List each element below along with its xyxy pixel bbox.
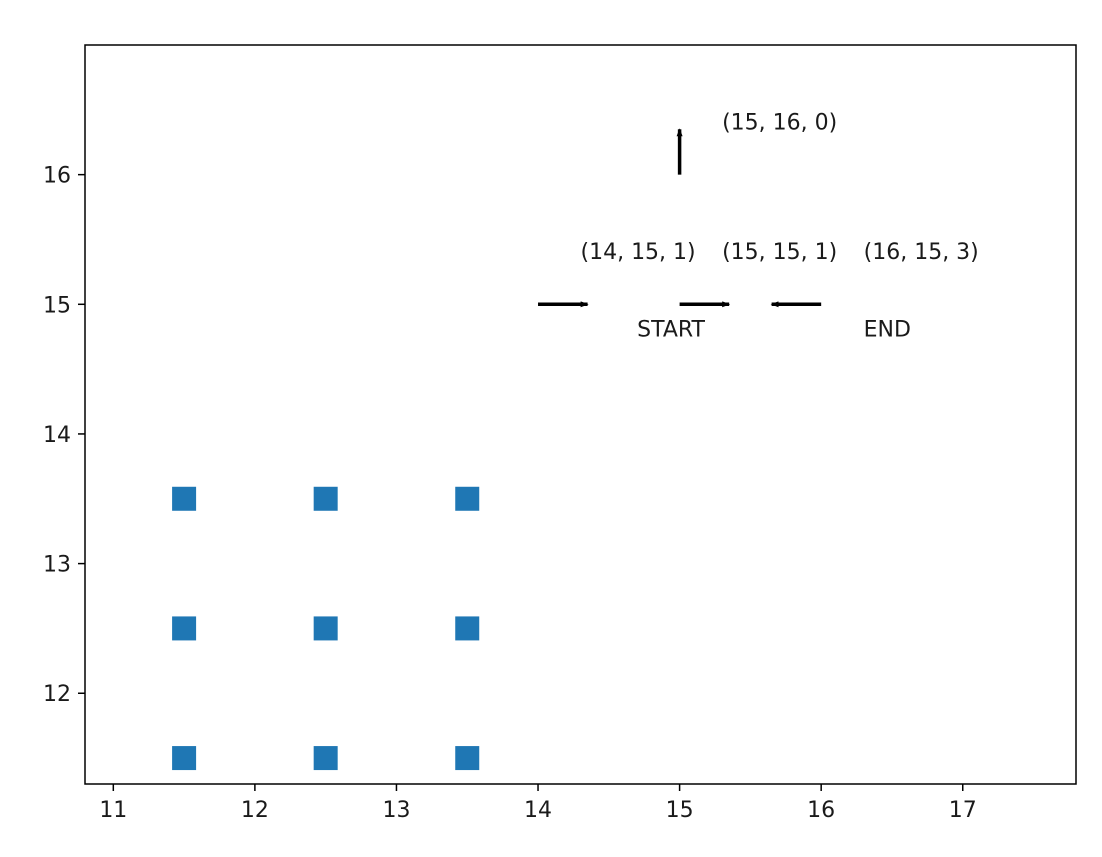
- annotation-label: END: [864, 318, 911, 343]
- scatter-point: [455, 616, 480, 641]
- y-tick-label: 12: [43, 682, 71, 707]
- scatter-point: [455, 486, 480, 511]
- x-tick-label: 17: [949, 798, 977, 823]
- scatter-point: [313, 746, 338, 771]
- y-tick-label: 14: [43, 423, 71, 448]
- scatter-point: [172, 486, 197, 511]
- y-tick-label: 13: [43, 553, 71, 578]
- y-tick-label: 16: [43, 164, 71, 189]
- annotation-label: (14, 15, 1): [581, 240, 696, 265]
- plot-frame: [84, 44, 1077, 785]
- annotation-label: (16, 15, 3): [864, 240, 979, 265]
- x-tick-label: 16: [807, 798, 835, 823]
- annotation-label: (15, 16, 0): [722, 110, 837, 135]
- y-tick-label: 15: [43, 293, 71, 318]
- x-tick-label: 11: [99, 798, 127, 823]
- scatter-point: [313, 486, 338, 511]
- scatter-point: [172, 746, 197, 771]
- scatter-point: [455, 746, 480, 771]
- x-tick-label: 12: [241, 798, 269, 823]
- plot-layer: 11 12 13 14 15 16 17 12 13 14 15 16 (15, 16, 0) (14, …: [43, 110, 979, 823]
- scatter-point: [313, 616, 338, 641]
- annotation-label: (15, 15, 1): [722, 240, 837, 265]
- x-tick-label: 15: [666, 798, 694, 823]
- scatter-point: [172, 616, 197, 641]
- x-tick-label: 14: [524, 798, 552, 823]
- x-tick-label: 13: [382, 798, 410, 823]
- annotation-label: START: [637, 318, 705, 343]
